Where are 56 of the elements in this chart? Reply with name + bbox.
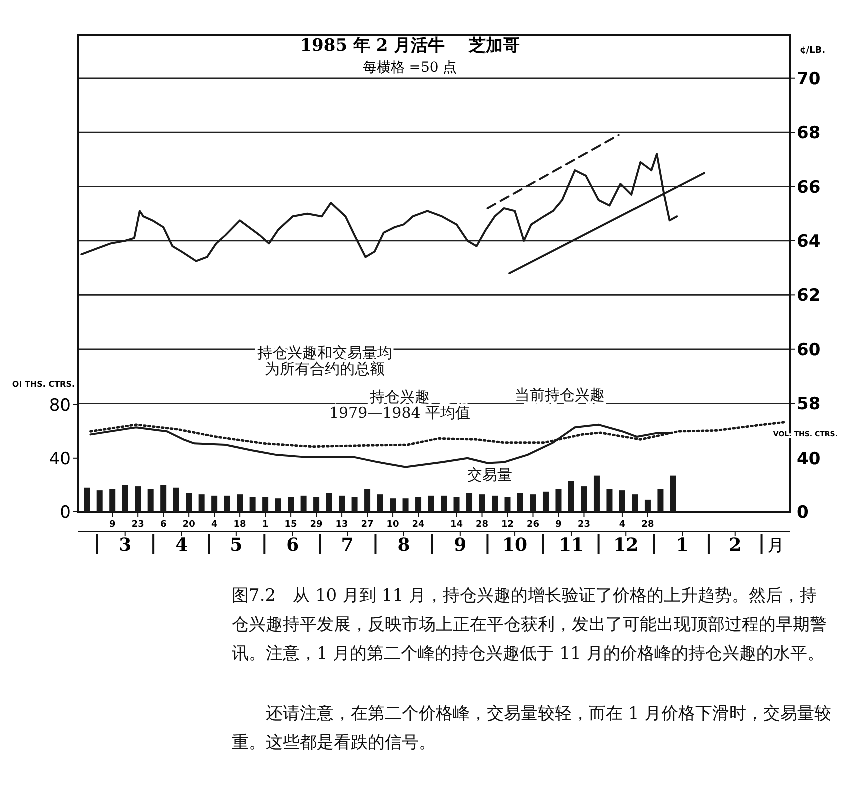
x-tick-label: 23 <box>578 520 590 530</box>
y-tick-label: 66 <box>797 178 821 198</box>
x2-tick-label: 1 <box>676 535 689 556</box>
y-tick-label: 68 <box>797 124 821 144</box>
x2-tick-label: 11 <box>558 535 584 556</box>
x2-tick-label: 10 <box>502 535 528 556</box>
text: 还请注意，在第二个价格峰，交易量较轻，而在 1 月价格下滑时，交易量较重。这些都是看跌的信号。 <box>232 703 832 755</box>
caption: 图7.2 从 10 月到 11 月，持仓兴趣的增长验证了价格的上升趋势。然后，持仓兴趣持平发展，反映市场上正在平仓获利，发出了可能出现顶部过程的早期警讯。注意，1 月的第二个峰的持仓兴趣低于 11 月的价格峰的持仓兴趣的水平。 <box>232 585 828 666</box>
y-tick-label: 70 <box>797 69 821 90</box>
annotation: 持仓兴趣和交易量均为所有合约的总额 <box>258 344 392 378</box>
x-tick-label: 14 <box>450 520 464 530</box>
x2-tick-label: 7 <box>341 535 354 556</box>
x-tick-label: 13 <box>336 520 348 530</box>
annotation: 持仓兴趣 1979—1984 平均值 <box>329 388 471 422</box>
x-axis-title: 月 <box>768 536 784 556</box>
x-tick-label: 24 <box>412 520 425 530</box>
x-tick-label: 23 <box>132 520 144 530</box>
y-axis-title: ¢/LB. <box>800 46 826 56</box>
x2-tick-label: 5 <box>230 535 243 556</box>
x-tick-label: 6 <box>160 520 167 530</box>
y2-axis-title: OI THS. CTRS. <box>12 380 75 389</box>
x-tick-label: 4 <box>211 520 218 530</box>
y3-tick-label: 40 <box>797 449 821 470</box>
y2-tick-label: 40 <box>49 449 71 470</box>
x-tick-label: 29 <box>310 520 323 530</box>
y2-tick-label: 80 <box>49 396 71 416</box>
annotation: 交易量 <box>468 466 512 484</box>
x2-tick-label: 12 <box>614 535 639 556</box>
x-tick-label: 9 <box>109 520 116 530</box>
x-tick-label: 9 <box>556 520 562 530</box>
x-tick-label: 1 <box>262 520 269 530</box>
x-tick-label: 27 <box>361 520 374 530</box>
x-tick-label: 28 <box>642 520 654 530</box>
x2-tick-label: 8 <box>398 535 410 556</box>
chart-title: 1985 年 2 月活牛 芝加哥 <box>300 36 520 56</box>
x-tick-label: 20 <box>182 520 196 530</box>
x-tick-label: 15 <box>284 520 298 530</box>
x-tick-label: 10 <box>386 520 400 530</box>
y-tick-label: 58 <box>797 394 821 415</box>
x2-tick-label: 2 <box>729 535 742 556</box>
x-tick-label: 26 <box>526 520 540 530</box>
text: 每横格 =50 点 <box>362 60 458 76</box>
x-tick-label: 28 <box>476 520 489 530</box>
annotation: 当前持仓兴趣 <box>515 386 605 404</box>
x2-tick-label: 3 <box>119 535 132 556</box>
x2-tick-label: 4 <box>176 535 188 556</box>
x-tick-label: 12 <box>501 520 514 530</box>
y2-tick-label: 0 <box>60 503 71 523</box>
x2-tick-label: 6 <box>286 535 300 556</box>
x-tick-label: 18 <box>234 520 246 530</box>
y3-tick-label: 0 <box>797 503 809 523</box>
x-tick-label: 4 <box>619 520 626 530</box>
y-tick-label: 62 <box>797 286 821 306</box>
y-tick-label: 60 <box>797 340 821 360</box>
y-tick-label: 64 <box>797 232 821 252</box>
x2-tick-label: 9 <box>454 535 467 556</box>
